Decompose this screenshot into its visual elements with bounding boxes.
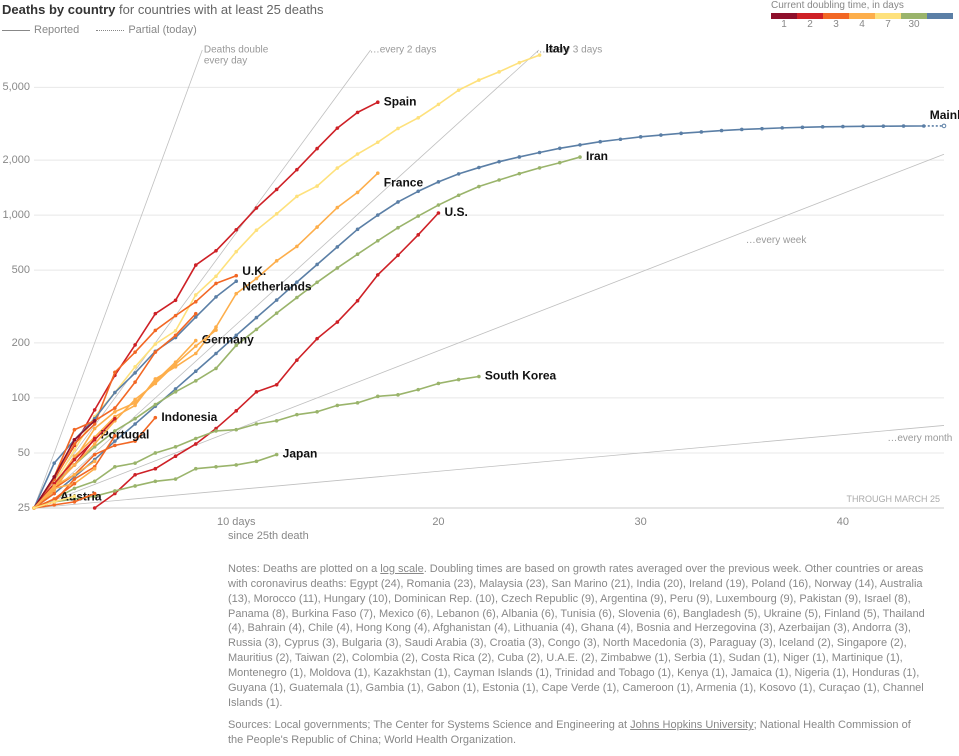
y-tick-label: 500 (0, 264, 30, 276)
y-tick-label: 25 (0, 502, 30, 514)
series-label: Japan (283, 447, 318, 461)
color-legend-title: Current doubling time, in days (771, 0, 953, 11)
svg-text:Deaths double: Deaths double (204, 45, 269, 56)
chart-sources: Sources: Local governments; The Center f… (228, 718, 928, 748)
svg-text:…every month: …every month (887, 433, 952, 444)
series-label: South Korea (485, 369, 557, 383)
series-label: U.S. (444, 205, 467, 219)
y-tick-label: 2,000 (0, 154, 30, 166)
title-rest: for countries with at least 25 deaths (115, 2, 323, 17)
series-label: U.K. (242, 264, 266, 278)
sources-prefix: Sources: Local governments; The Center f… (228, 719, 630, 731)
y-tick-label: 1,000 (0, 209, 30, 221)
series-label: Spain (384, 94, 417, 108)
series-label: Netherlands (242, 279, 312, 293)
svg-text:THROUGH MARCH 25: THROUGH MARCH 25 (846, 494, 940, 504)
title-bold: Deaths by country (2, 2, 115, 17)
svg-text:…every week: …every week (746, 235, 808, 246)
y-tick-label: 200 (0, 337, 30, 349)
color-swatch-label (927, 19, 953, 30)
x-tick-label: 20 (432, 516, 444, 528)
series-label: Indonesia (161, 410, 217, 424)
jhu-link[interactable]: Johns Hopkins University (630, 719, 754, 731)
legend-dotted-line (96, 30, 124, 31)
plot-area: Deaths doubleevery day …every 2 days …ever… (0, 44, 959, 512)
color-swatch-label: 2 (797, 19, 823, 30)
other-countries-list: Egypt (24), Romania (23), Malaysia (23),… (228, 578, 925, 709)
color-swatch-label: 1 (771, 19, 797, 30)
color-legend: Current doubling time, in days 1234730 (771, 0, 953, 30)
color-swatch-label: 3 (823, 19, 849, 30)
legend-partial-label: Partial (today) (128, 24, 196, 36)
series-label: Italy (546, 44, 570, 55)
log-scale-link[interactable]: log scale (380, 563, 423, 575)
plot-svg: Deaths doubleevery day …every 2 days …ever… (0, 44, 959, 554)
x-axis-sublabel: since 25th death (228, 530, 309, 542)
line-style-legend: Reported Partial (today) (2, 24, 197, 36)
chart-notes: Notes: Deaths are plotted on a log scale… (228, 562, 928, 748)
color-swatch-label: 4 (849, 19, 875, 30)
x-tick-label: 40 (837, 516, 849, 528)
chart-title: Deaths by country for countries with at … (2, 2, 324, 17)
color-swatch-label: 30 (901, 19, 927, 30)
series-label: Austria (60, 490, 102, 504)
svg-text:every day: every day (204, 56, 247, 67)
y-tick-label: 5,000 (0, 81, 30, 93)
svg-text:…every 2 days: …every 2 days (370, 45, 437, 56)
chart-container: Deaths by country for countries with at … (0, 0, 959, 756)
color-swatch-label: 7 (875, 19, 901, 30)
legend-solid-line (2, 30, 30, 31)
y-tick-label: 50 (0, 447, 30, 459)
series-label: Iran (586, 149, 608, 163)
y-tick-label: 100 (0, 392, 30, 404)
x-tick-label: 10 days (217, 516, 256, 528)
legend-reported-label: Reported (34, 24, 79, 36)
x-tick-label: 30 (635, 516, 647, 528)
series-label: Mainland China (930, 108, 959, 122)
notes-prefix: Notes: Deaths are plotted on a (228, 563, 380, 575)
series-label: France (384, 175, 424, 189)
color-swatch-labels: 1234730 (771, 19, 953, 30)
